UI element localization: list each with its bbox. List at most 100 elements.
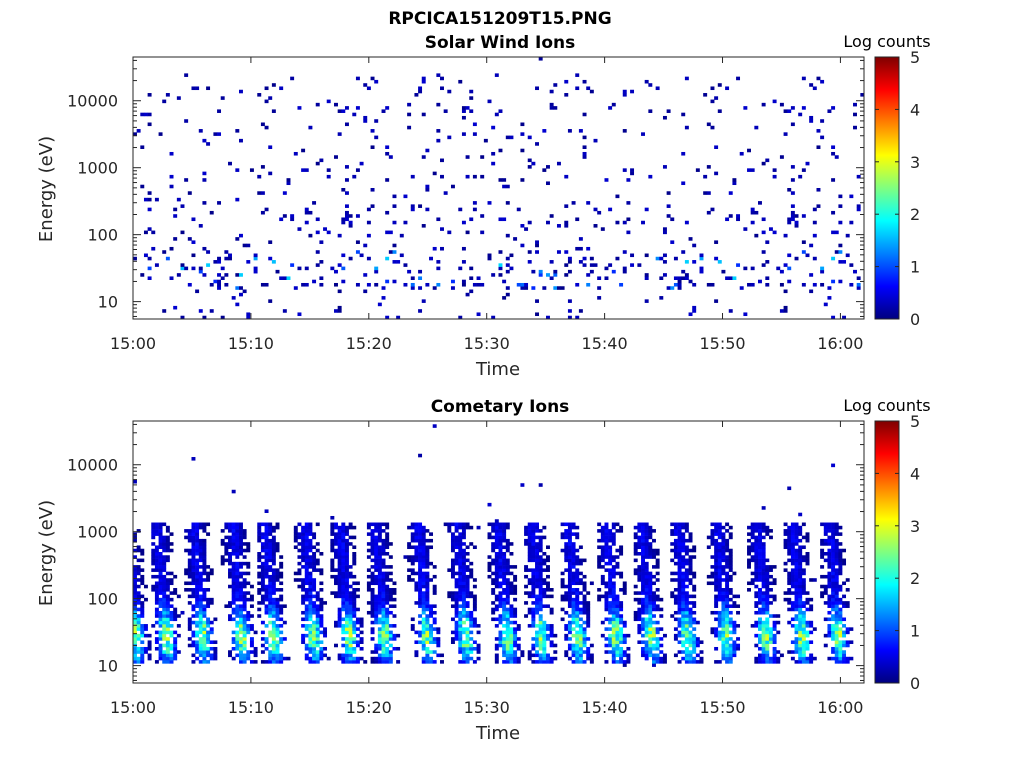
heatmap-cell [487, 561, 492, 566]
heatmap-cell [615, 555, 620, 559]
heatmap-cell [505, 522, 510, 527]
heatmap-cell [370, 558, 375, 563]
heatmap-cell [173, 591, 178, 595]
heatmap-cell [648, 624, 653, 628]
heatmap-cell [158, 630, 163, 635]
heatmap-cell [239, 545, 243, 550]
heatmap-cell [202, 578, 207, 582]
heatmap-cell [677, 610, 682, 615]
heatmap-cell [461, 282, 466, 287]
heatmap-cell [809, 83, 814, 87]
heatmap-cell [805, 607, 810, 612]
heatmap-cell [458, 620, 463, 625]
heatmap-cell [681, 633, 686, 638]
heatmap-cell [505, 558, 510, 563]
heatmap-cell [257, 535, 262, 540]
heatmap-cell [344, 620, 349, 625]
heatmap-cell [611, 588, 616, 592]
heatmap-cell [224, 525, 229, 530]
heatmap-cell [754, 555, 759, 559]
heatmap-cell [454, 627, 459, 631]
heatmap-cell [860, 93, 865, 97]
heatmap-cell [418, 578, 423, 582]
heatmap-cell [421, 561, 426, 566]
heatmap-cell [790, 525, 795, 530]
heatmap-cell [304, 522, 309, 527]
heatmap-cell [600, 578, 605, 582]
heatmap-cell [385, 653, 390, 658]
heatmap-cell [608, 640, 613, 644]
heatmap-cell [765, 276, 770, 280]
heatmap-cell [622, 269, 627, 274]
heatmap-cell [198, 597, 203, 602]
heatmap-cell [308, 548, 313, 553]
heatmap-cell [275, 640, 280, 644]
heatmap-cell [264, 660, 269, 664]
heatmap-cell [293, 535, 298, 540]
heatmap-cell [655, 561, 660, 566]
heatmap-cell [546, 624, 550, 628]
heatmap-cell [765, 568, 770, 572]
heatmap-cell [271, 538, 276, 543]
heatmap-cell [425, 627, 430, 631]
heatmap-cell [681, 610, 686, 615]
heatmap-cell [465, 588, 470, 592]
heatmap-cell [834, 604, 839, 608]
heatmap-cell [805, 656, 810, 661]
heatmap-cell [641, 578, 645, 582]
heatmap-cell [747, 588, 751, 592]
heatmap-cell [648, 548, 653, 553]
heatmap-cell [421, 558, 426, 563]
heatmap-cell [798, 604, 803, 608]
heatmap-cell [582, 610, 587, 615]
heatmap-cell [790, 535, 795, 540]
heatmap-cell [659, 256, 664, 261]
heatmap-cell [838, 552, 843, 556]
heatmap-cell [450, 542, 455, 546]
heatmap-cell [494, 522, 499, 527]
heatmap-cell [626, 653, 631, 658]
heatmap-cell [502, 624, 507, 628]
heatmap-cell [505, 263, 510, 267]
heatmap-cell [761, 640, 766, 644]
heatmap-cell [787, 542, 792, 546]
heatmap-cell [633, 584, 638, 589]
heatmap-cell [140, 184, 145, 189]
heatmap-cell [809, 607, 814, 612]
heatmap-cell [531, 594, 536, 599]
heatmap-cell [228, 604, 232, 608]
heatmap-cell [684, 591, 689, 595]
heatmap-cell [246, 617, 251, 622]
heatmap-cell [538, 571, 543, 576]
heatmap-cell [582, 594, 587, 599]
heatmap-cell [527, 525, 532, 530]
heatmap-cell [831, 532, 836, 536]
heatmap-cell [381, 529, 386, 533]
heatmap-cell [304, 653, 309, 658]
heatmap-cell [374, 620, 379, 625]
heatmap-cell [801, 522, 806, 527]
heatmap-cell [312, 565, 317, 569]
heatmap-cell [140, 646, 145, 651]
heatmap-cell [659, 614, 664, 618]
heatmap-cell [425, 660, 430, 664]
heatmap-cell [312, 279, 317, 284]
heatmap-cell [787, 253, 792, 258]
heatmap-cell [513, 597, 518, 602]
heatmap-cell [849, 640, 854, 644]
heatmap-cell [133, 571, 137, 576]
heatmap-cell [425, 637, 430, 641]
heatmap-cell [798, 571, 803, 576]
heatmap-cell [301, 584, 306, 589]
heatmap-cell [491, 525, 496, 530]
heatmap-cell [458, 604, 463, 608]
heatmap-cell [461, 529, 466, 533]
heatmap-cell [546, 565, 550, 569]
heatmap-cell [206, 640, 211, 644]
heatmap-cell [498, 542, 503, 546]
heatmap-cell [198, 630, 203, 635]
heatmap-cell [410, 558, 415, 563]
heatmap-cell [461, 584, 466, 589]
heatmap-cell [410, 561, 415, 566]
heatmap-cell [271, 627, 276, 631]
